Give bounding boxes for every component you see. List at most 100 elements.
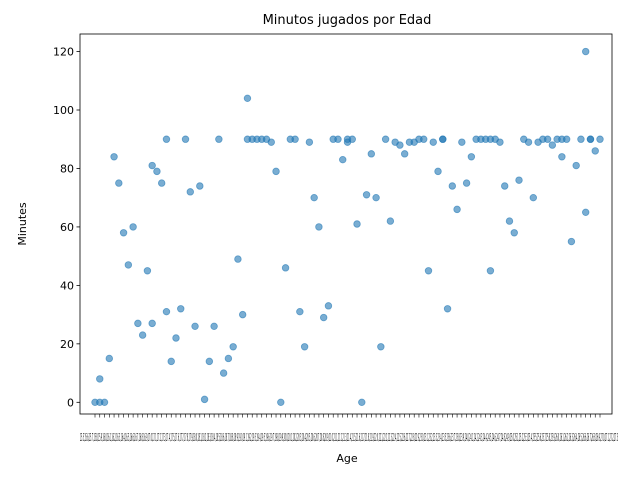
data-point [567,237,576,246]
data-point [596,135,604,143]
plot-frame [79,33,613,415]
data-point [186,188,194,196]
data-point [339,155,347,164]
data-point [100,398,109,407]
data-point [562,135,571,143]
data-point [429,138,437,146]
data-point [181,135,190,143]
data-point [434,167,442,176]
data-point [334,135,342,143]
data-point [548,141,557,149]
data-point [305,138,314,146]
data-point [243,94,252,103]
data-point [367,150,376,158]
data-point [543,135,552,143]
data-point [348,135,356,143]
data-point [496,138,504,146]
y-tick-label: 100 [53,104,74,117]
data-point [439,135,447,143]
data-point [381,135,390,143]
data-point [296,307,304,316]
data-point [172,334,180,342]
y-axis-label: Minutes [16,202,29,246]
data-point [177,305,185,313]
data-point [443,305,452,313]
data-point [358,398,366,407]
data-point [277,398,285,407]
data-point [558,153,566,161]
data-point [157,179,166,187]
data-point [281,264,290,272]
data-point [148,161,156,170]
data-point [153,167,161,176]
y-tick-label: 20 [60,338,74,351]
data-point [105,354,113,363]
data-point [448,182,457,190]
data-point [462,179,471,187]
data-point [224,354,233,363]
data-point [115,179,123,187]
data-point [524,138,533,146]
data-point [424,267,433,275]
data-point [291,135,299,143]
data-point [110,153,118,161]
data-point [129,223,137,231]
data-point [162,135,171,143]
data-point [362,191,371,199]
data-point [191,322,199,331]
chart-title: Minutos jugados por Edad [263,13,432,28]
data-point [486,267,495,275]
data-point [510,229,518,237]
y-axis-ticks: 0 20 40 60 80 100 120 [53,46,80,409]
data-point [96,375,104,383]
data-point [386,217,395,225]
data-point [453,205,461,214]
data-point [119,229,128,237]
data-point [529,193,538,202]
data-point [267,138,275,146]
data-point [586,135,595,143]
data-point [501,182,509,190]
y-tick-label: 60 [60,221,74,234]
y-tick-label: 0 [67,396,74,409]
points-layer [91,47,604,407]
data-point [238,310,247,319]
data-point [219,369,228,377]
data-point [162,307,171,316]
data-point [582,208,590,217]
data-point [577,135,585,143]
x-tick-labels: 15.5,15.6,15.7,15.8,15.9,16.0,16.1,16.2,… [80,431,618,444]
data-point [196,182,204,190]
data-point [148,319,156,328]
data-point [420,135,428,143]
x-axis-label: Age [336,452,358,465]
data-point [377,343,385,351]
data-point [300,343,309,351]
data-point [353,220,361,228]
data-point [400,150,409,158]
data-point [372,193,380,202]
data-point [310,193,318,202]
data-point [134,319,142,328]
data-point [205,357,214,366]
data-point [467,153,476,161]
x-axis-ticks [94,414,601,418]
data-point [319,313,328,322]
y-tick-label: 40 [60,279,74,292]
data-point [505,217,514,225]
data-point [143,267,152,275]
data-point [591,147,599,155]
data-point [215,135,223,143]
data-point [229,343,237,351]
data-point [396,141,404,149]
data-point [234,255,242,263]
data-point [315,223,323,231]
data-point [458,138,466,146]
data-point [272,167,280,176]
y-tick-label: 80 [60,162,74,175]
data-point [124,261,133,269]
data-point [167,357,175,366]
data-point [200,395,209,404]
data-point [138,331,147,339]
